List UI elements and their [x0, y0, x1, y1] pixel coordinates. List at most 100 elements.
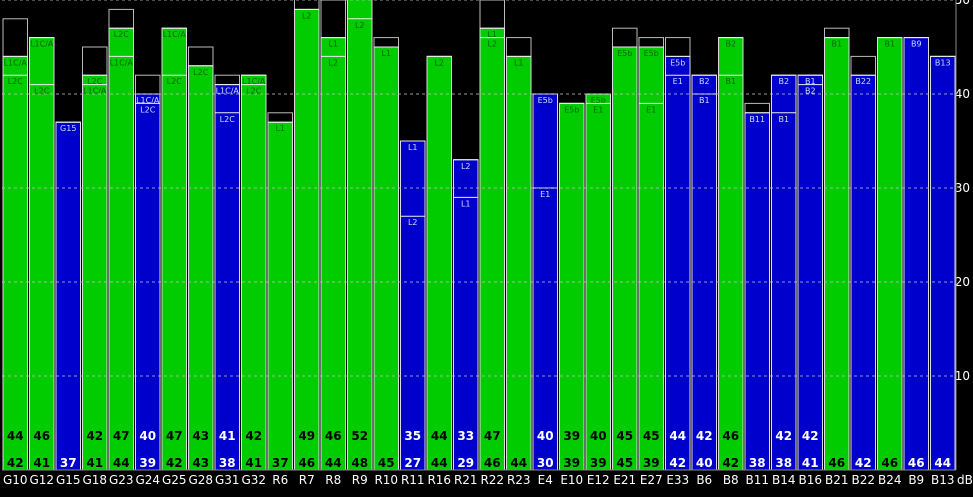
bar-fill	[241, 74, 267, 471]
satellite-bar-E10: E5b 39 39	[559, 102, 585, 471]
x-tick-label: E33	[666, 473, 689, 487]
value-label-primary: 33	[457, 429, 474, 443]
value-label-secondary: 39	[139, 456, 156, 470]
bar-fill	[347, 0, 373, 471]
signal-label: L1C/A	[30, 40, 54, 49]
x-tick-label: R6	[272, 473, 288, 487]
value-label-primary: 42	[775, 429, 792, 443]
value-label-secondary: 46	[298, 456, 315, 470]
satellite-bar-B14: B2 B1 42 38	[771, 74, 797, 471]
x-tick-label: G28	[188, 473, 213, 487]
signal-label: B1	[884, 40, 895, 49]
satellite-bar-R11: L1 L2 35 27	[400, 140, 426, 471]
value-label-primary: 44	[934, 456, 951, 470]
satellite-bar-R23: L1 44	[506, 37, 532, 471]
bar-fill	[294, 8, 320, 471]
bar-fill	[612, 46, 638, 471]
signal-label: L1C/A	[83, 87, 107, 96]
x-tick-label: G32	[241, 473, 266, 487]
bar-fill	[744, 112, 770, 471]
y-tick-label: 50	[955, 0, 970, 7]
signal-label: L2	[434, 58, 444, 67]
value-label-primary: 40	[537, 429, 554, 443]
satellite-bar-G23: L2C L1C/A 47 44	[108, 8, 134, 471]
bar-fill	[267, 121, 293, 471]
bar-fill	[824, 37, 850, 471]
satellite-bar-E21: E5b 45 45	[612, 27, 638, 471]
value-label-secondary: 41	[802, 456, 819, 470]
value-label-primary: 41	[219, 429, 236, 443]
y-tick-label: 40	[955, 87, 970, 101]
value-label-secondary: 41	[245, 456, 262, 470]
satellite-bar-R10: L1 45	[373, 37, 399, 471]
x-tick-label: R22	[480, 473, 504, 487]
x-tick-label: E27	[640, 473, 663, 487]
value-label-primary: 45	[643, 429, 660, 443]
signal-label: L1	[328, 40, 338, 49]
signal-label: L2C	[8, 77, 24, 86]
signal-label: B1	[699, 96, 710, 105]
satellite-bar-R16: L2 44 44	[426, 55, 452, 471]
signal-label: B2	[805, 87, 816, 96]
signal-label: L1	[381, 49, 391, 58]
x-tick-label: R11	[401, 473, 425, 487]
x-tick-label: E4	[538, 473, 553, 487]
value-label-primary: 44	[510, 456, 527, 470]
value-label-primary: 37	[60, 456, 77, 470]
value-label-primary: 47	[113, 429, 130, 443]
value-label-primary: 46	[908, 456, 925, 470]
value-label-primary: 45	[616, 429, 633, 443]
bar-fill	[320, 37, 346, 471]
satellite-bar-R21: L2 L1 33 29	[453, 159, 479, 471]
x-tick-label: G10	[3, 473, 28, 487]
value-label-secondary: 42	[669, 456, 686, 470]
x-tick-label: R9	[352, 473, 368, 487]
signal-label: L2	[355, 21, 365, 30]
x-tick-label: B9	[908, 473, 924, 487]
value-label-primary: 40	[139, 429, 156, 443]
value-label-secondary: 45	[616, 456, 633, 470]
bar-fill	[903, 37, 929, 471]
bar-fill	[559, 102, 585, 471]
bar-fill	[426, 55, 452, 471]
bar-fill	[691, 74, 717, 471]
y-tick-label: 30	[955, 181, 970, 195]
bar-fill	[665, 55, 691, 471]
satellite-bar-B22: B22 42	[850, 55, 876, 471]
satellite-bar-G31: L1C/A L2C 41 38	[214, 74, 240, 471]
value-label-primary: 47	[484, 429, 501, 443]
signal-label: L1	[275, 124, 285, 133]
x-axis: G10 G12 G15 G18 G23 G24 G25 G28 G31 G32 R6 R7 R8 R9 R1…	[2, 469, 956, 487]
satellite-bar-E33: E5b E1 44 42	[665, 37, 691, 471]
signal-label: B1	[725, 77, 736, 86]
x-tick-label: G15	[56, 473, 81, 487]
x-tick-label: B14	[772, 473, 796, 487]
value-label-secondary: 46	[484, 456, 501, 470]
value-label-secondary: 44	[325, 456, 342, 470]
signal-label: L1C/A	[136, 96, 160, 105]
satellite-bar-B8: B2 B1 46 42	[718, 37, 744, 471]
bar-fill	[82, 74, 108, 471]
signal-label: B1	[778, 115, 789, 124]
y-axis: 10 20 30 40 50	[955, 0, 970, 470]
signal-label: L2	[302, 11, 312, 20]
value-label-secondary: 44	[431, 456, 448, 470]
satellite-bar-B6: B2 B1 42 40	[691, 74, 717, 471]
value-label-primary: 46	[33, 429, 50, 443]
signal-label: L1	[408, 143, 418, 152]
value-label-secondary: 29	[457, 456, 474, 470]
value-label-secondary: 42	[7, 456, 24, 470]
value-label-primary: 46	[881, 456, 898, 470]
signal-label: L1C/A	[216, 87, 240, 96]
signal-label: L1C/A	[163, 30, 187, 39]
signal-label: B22	[855, 77, 871, 86]
satellite-bar-B11: B11 38	[744, 102, 770, 471]
x-tick-label: G31	[215, 473, 240, 487]
value-label-secondary: 30	[537, 456, 554, 470]
bar-fill	[850, 74, 876, 471]
satellite-bar-R9: L2 52 48	[347, 0, 373, 471]
value-label-secondary: 38	[219, 456, 236, 470]
